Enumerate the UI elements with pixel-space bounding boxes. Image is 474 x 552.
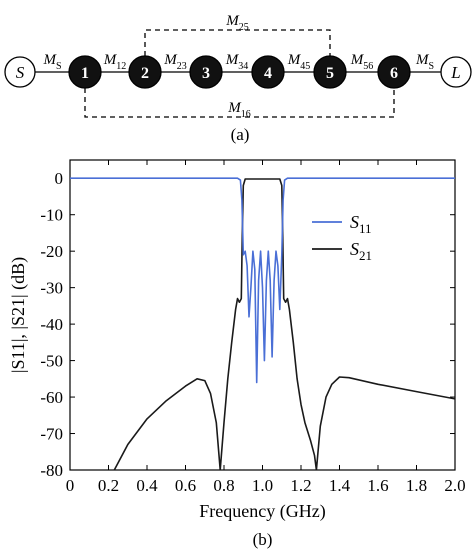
coupling-label-r5-r6-base: M: [350, 52, 365, 68]
resonator-node-3: [189, 55, 223, 89]
resonator-node-6: [377, 55, 411, 89]
coupling-label-r4-r5-subscript: 45: [300, 61, 310, 72]
coupling-label-r3-r4: M34: [225, 52, 249, 72]
node-label-2: 2: [141, 65, 149, 82]
node-label-L: L: [450, 63, 460, 82]
series-line-S11: [70, 177, 455, 384]
y-axis-label: |S11|, |S21| (dB): [8, 257, 29, 373]
coupling-label-source-r1: MS: [42, 52, 61, 72]
node-label-S: S: [16, 63, 25, 82]
x-tick-label: 1.2: [290, 476, 311, 495]
y-tick-label: -80: [40, 461, 63, 480]
coupling-label-r3-r4-subscript: 34: [238, 61, 248, 72]
coupling-label-r4-r5: M45: [287, 52, 311, 72]
resonator-node-5: [313, 55, 347, 89]
x-tick-label: 0.4: [136, 476, 158, 495]
node-label-1: 1: [81, 65, 89, 82]
coupling-label-r3-r4-base: M: [225, 52, 240, 68]
coupling-label-source-r1-subscript: S: [56, 61, 62, 72]
terminal-node-S: [4, 56, 36, 88]
x-tick-label: 1.0: [252, 476, 273, 495]
y-tick-label: -20: [40, 242, 63, 261]
x-tick-label: 0.8: [213, 476, 234, 495]
cross-coupling-label-16: M16: [227, 100, 251, 120]
legend-entry-S21: S21: [350, 239, 372, 263]
cross-coupling-line-16: [84, 88, 395, 118]
coupling-label-source-r1-base: M: [42, 52, 57, 68]
coupling-label-r6-load-base: M: [415, 52, 430, 68]
terminal-node-L: [440, 56, 472, 88]
legend-entry-subscript: 21: [359, 248, 372, 263]
cross-coupling-label-16-base: M: [227, 100, 242, 116]
caption-b: (b): [253, 530, 273, 549]
y-tick-label: -30: [40, 279, 63, 298]
cross-coupling-label-25: M25: [225, 13, 249, 33]
coupling-label-r2-r3-subscript: 23: [177, 61, 187, 72]
x-tick-label: 1.6: [367, 476, 388, 495]
cross-coupling-label-25-subscript: 25: [239, 22, 249, 33]
curves: [70, 177, 455, 470]
x-tick-label: 0.6: [175, 476, 196, 495]
coupling-label-r2-r3-base: M: [163, 52, 178, 68]
x-axis-label: Frequency (GHz): [199, 501, 325, 522]
x-tick-label: 2.0: [444, 476, 465, 495]
x-tick-label: 1.8: [406, 476, 427, 495]
y-tick-label: 0: [55, 169, 64, 188]
node-label-5: 5: [326, 65, 334, 82]
coupling-label-r4-r5-base: M: [287, 52, 302, 68]
s-parameter-chart: 0 0.2 0.4 0.6 0.8 1.0 1.2 1.4 1.6 1.8 2.0 0 -10 -20 -3…: [8, 159, 466, 549]
x-tick-label: 1.4: [329, 476, 351, 495]
coupling-label-r1-r2-subscript: 12: [116, 61, 126, 72]
legend-entry-subscript: 11: [359, 221, 372, 236]
resonator-node-1: [68, 55, 102, 89]
coupling-label-r5-r6-subscript: 56: [363, 61, 373, 72]
series-line-S21: [113, 178, 455, 470]
caption-a: (a): [231, 125, 250, 144]
x-tick-label: 0.2: [98, 476, 119, 495]
y-tick-label: -40: [40, 315, 63, 334]
coupling-label-r1-r2: M12: [103, 52, 127, 72]
resonator-node-2: [128, 55, 162, 89]
y-tick-label: -70: [40, 425, 63, 444]
node-label-4: 4: [264, 65, 272, 82]
coupling-label-r5-r6: M56: [350, 52, 374, 72]
legend-entry-S11: S11: [350, 212, 372, 236]
y-tick-label: -50: [40, 352, 63, 371]
cross-coupling-label-25-base: M: [225, 13, 240, 29]
cross-coupling-label-16-subscript: 16: [241, 109, 251, 120]
legend-entry-base: S: [350, 212, 359, 232]
coupling-label-r6-load-subscript: S: [428, 61, 434, 72]
y-tick-label: -60: [40, 388, 63, 407]
cross-coupling-line-25: [144, 29, 331, 56]
coupling-label-r6-load: MS: [415, 52, 434, 72]
node-label-6: 6: [390, 65, 398, 82]
legend-entry-base: S: [350, 239, 359, 259]
coupling-label-r1-r2-base: M: [103, 52, 118, 68]
y-tick-label: -10: [40, 206, 63, 225]
coupling-label-r2-r3: M23: [163, 52, 187, 72]
node-label-3: 3: [202, 65, 210, 82]
x-tick-label: 0: [66, 476, 75, 495]
resonator-node-4: [251, 55, 285, 89]
